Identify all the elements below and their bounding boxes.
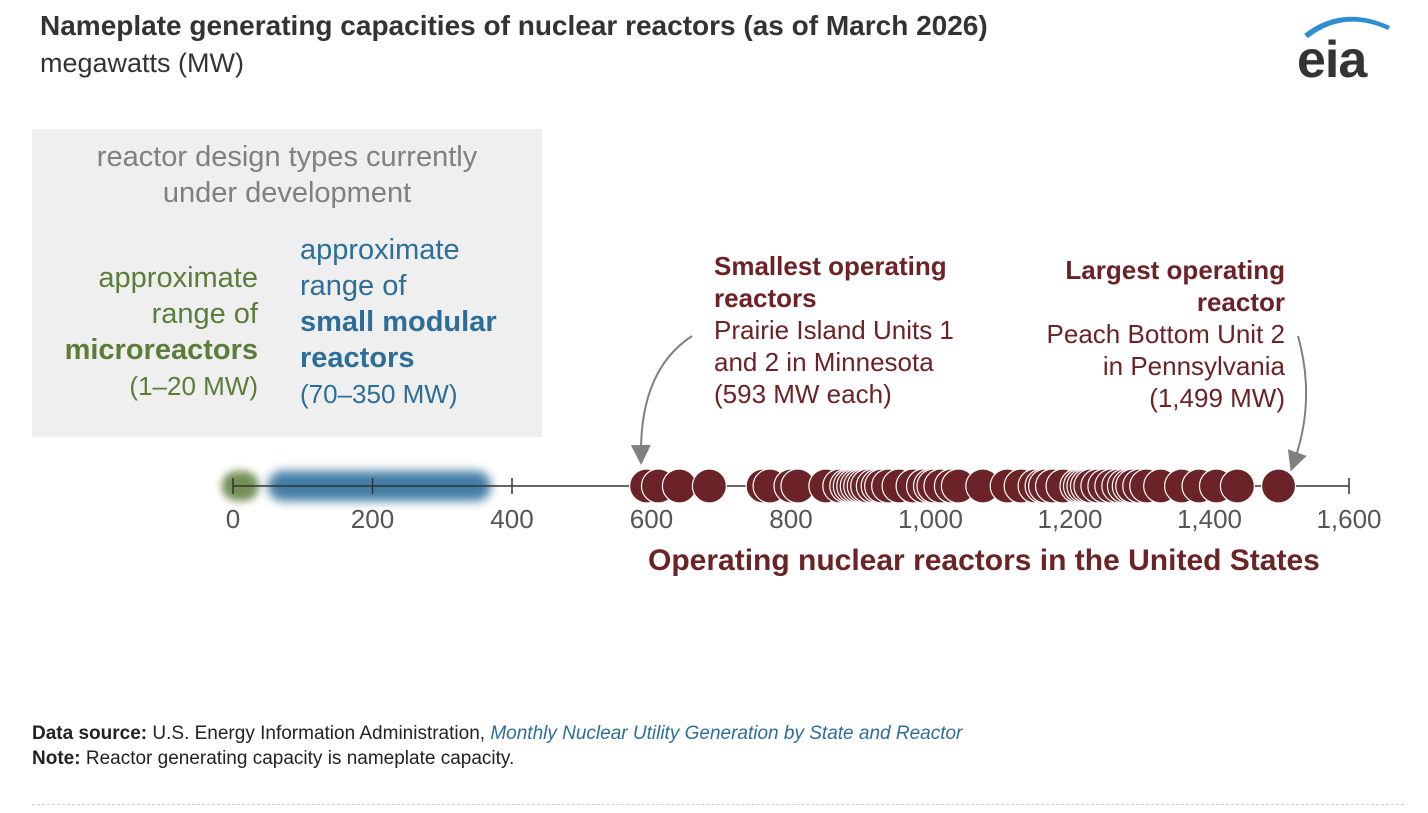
x-tick-label: 0: [226, 504, 240, 534]
reactor-point: [1219, 468, 1256, 504]
microreactor-label: approximate range of microreactors (1–20…: [18, 260, 258, 404]
smallest-reactor-arrow: [630, 335, 693, 465]
data-source-line: Data source: U.S. Energy Information Adm…: [32, 723, 963, 744]
reactor-point: [1260, 468, 1297, 504]
eia-logo-swoosh: [1304, 16, 1390, 38]
chart-title: Nameplate generating capacities of nucle…: [40, 10, 988, 41]
x-tick-label: 200: [351, 504, 394, 534]
reactor-point: [661, 468, 698, 504]
x-tick-label: 400: [490, 504, 533, 534]
x-tick-label: 1,400: [1177, 504, 1242, 534]
reactor-point: [691, 468, 727, 504]
note-line: Note: Reactor generating capacity is nam…: [32, 748, 515, 769]
footer-divider: [32, 804, 1404, 805]
operating-reactors-label: Operating nuclear reactors in the United…: [648, 544, 1320, 577]
footer: Data source: U.S. Energy Information Adm…: [32, 721, 962, 771]
development-panel-heading: reactor design types currently under dev…: [96, 141, 478, 209]
source-link[interactable]: Monthly Nuclear Utility Generation by St…: [490, 723, 963, 744]
microreactor-range: (1–20 MW): [129, 371, 258, 401]
smr-label: approximate range of small modular react…: [300, 232, 540, 412]
microreactor-name: microreactors: [64, 334, 258, 366]
x-tick-label: 1,200: [1037, 504, 1102, 534]
smr-name-2: reactors: [300, 342, 415, 374]
x-tick-label: 600: [630, 504, 673, 534]
largest-reactor-arrow: [1287, 335, 1308, 472]
largest-reactor-annotation: Largest operating reactor Peach Bottom U…: [1046, 255, 1285, 413]
x-tick-label: 1,600: [1316, 504, 1381, 534]
eia-logo: [1304, 16, 1390, 38]
smr-range: (70–350 MW): [300, 379, 458, 409]
chart-subtitle: megawatts (MW): [40, 48, 245, 78]
x-tick-label: 1,000: [898, 504, 963, 534]
smr-name-1: small modular: [300, 306, 497, 338]
smallest-reactor-annotation: Smallest operating reactors Prairie Isla…: [714, 251, 954, 409]
x-tick-label: 800: [769, 504, 812, 534]
eia-logo-text: eia: [1297, 31, 1367, 89]
development-panel: [32, 129, 542, 437]
